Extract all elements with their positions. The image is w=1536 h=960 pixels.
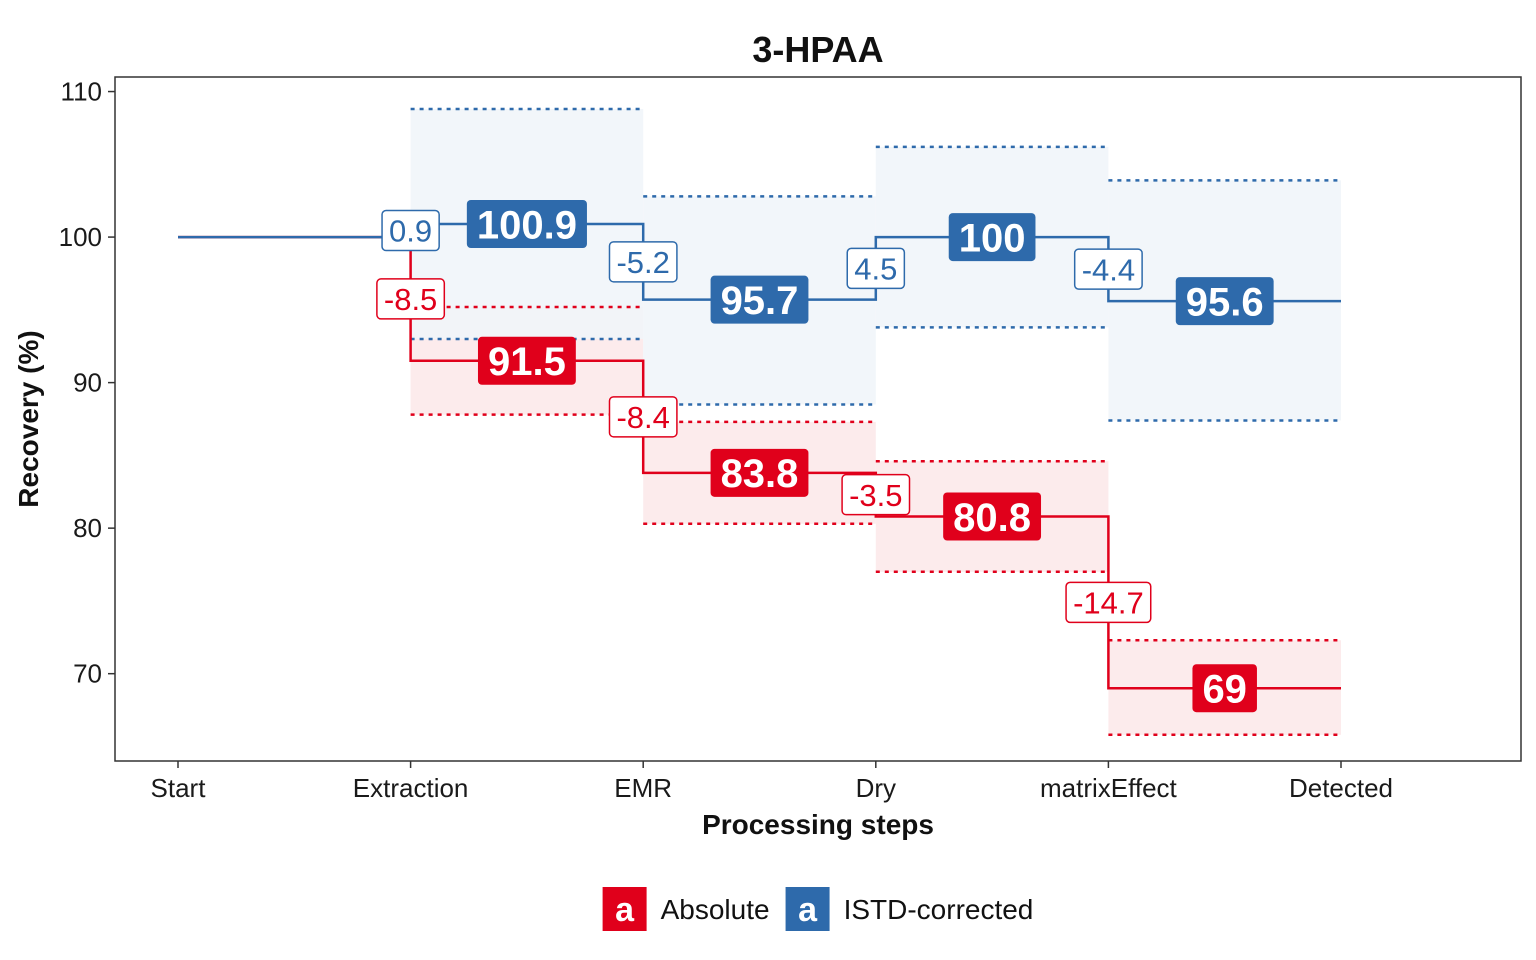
delta-label-box	[381, 209, 440, 252]
value-label-box	[948, 213, 1036, 262]
legend: a Absolute a ISTD-corrected	[602, 887, 1034, 931]
value-label-box	[477, 336, 576, 385]
value-label: 69	[1202, 668, 1247, 712]
value-label-box	[466, 199, 587, 248]
value-label-box	[943, 492, 1042, 541]
value-label: 95.6	[1186, 281, 1264, 325]
delta-label: -14.7	[1073, 586, 1144, 621]
value-label: 95.7	[721, 279, 799, 323]
delta-label-box	[376, 278, 446, 320]
chart-title: 3-HPAA	[752, 29, 883, 70]
delta-label-box	[841, 473, 911, 516]
delta-label: -4.4	[1082, 252, 1135, 287]
y-tick-label: 80	[73, 513, 102, 543]
x-tick-label: matrixEffect	[1040, 773, 1178, 803]
delta-label: 0.9	[389, 214, 432, 249]
delta-label-box	[608, 241, 678, 283]
y-tick-label: 90	[73, 368, 102, 398]
legend-key-letter: a	[615, 891, 635, 929]
delta-label: -5.2	[616, 245, 669, 280]
value-label: 83.8	[721, 452, 799, 496]
y-tick-label: 100	[59, 222, 102, 252]
value-label-box	[1192, 664, 1257, 713]
delta-label-box	[1073, 248, 1143, 290]
legend-key-letter: a	[798, 891, 818, 929]
y-axis: 70 80 90 100 110	[59, 77, 115, 689]
legend-key	[785, 887, 830, 931]
delta-label-box	[846, 247, 906, 290]
value-label: 91.5	[488, 340, 566, 384]
delta-label: 4.5	[854, 252, 897, 287]
delta-label-box	[608, 396, 678, 438]
value-label-box	[1175, 277, 1274, 326]
x-tick-label: Detected	[1289, 773, 1393, 803]
value-label: 100.9	[477, 203, 577, 247]
delta-label: -8.4	[616, 400, 669, 435]
delta-label-box	[1065, 581, 1152, 624]
legend-label: ISTD-corrected	[844, 894, 1034, 925]
y-tick-label: 70	[73, 659, 102, 689]
y-axis-title: Recovery (%)	[13, 330, 44, 507]
legend-label: Absolute	[661, 894, 770, 925]
legend-key	[602, 887, 647, 931]
value-label: 80.8	[953, 496, 1031, 540]
x-tick-label: Extraction	[353, 773, 469, 803]
x-tick-label: Start	[151, 773, 207, 803]
value-labels: -8.5 -8.4 -3.5 -14.7 0.9 -5.2 4.5 -4.4 91.5 83.8 8…	[376, 199, 1274, 713]
y-tick-label: 110	[61, 77, 102, 107]
x-axis-title: Processing steps	[702, 809, 934, 840]
delta-label: -8.5	[384, 282, 437, 317]
x-tick-label: Dry	[856, 773, 896, 803]
value-label-box	[710, 275, 809, 324]
plot-panel-border	[114, 76, 1522, 762]
value-label-box	[710, 448, 809, 497]
value-label: 100	[959, 216, 1026, 260]
x-tick-label: EMR	[614, 773, 672, 803]
x-axis: Start Extraction EMR Dry matrixEffect Detecte…	[151, 761, 1393, 803]
delta-label: -3.5	[849, 478, 902, 513]
